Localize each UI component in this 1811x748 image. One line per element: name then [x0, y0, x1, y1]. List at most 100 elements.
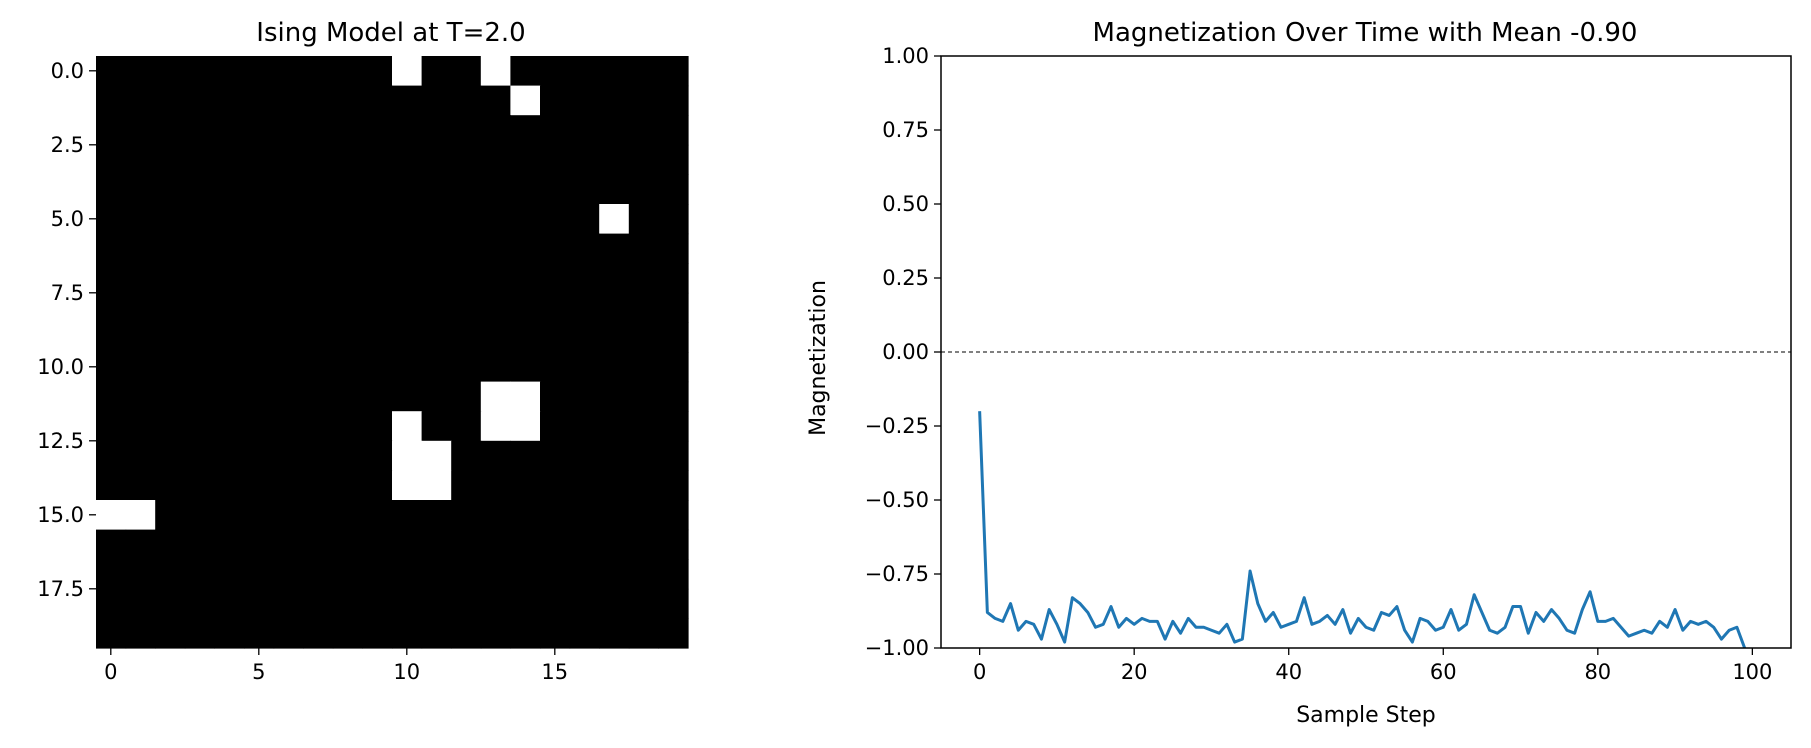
spin-down-cell — [184, 381, 215, 412]
spin-down-cell — [392, 115, 423, 146]
spin-down-cell — [244, 440, 275, 471]
spin-down-cell — [569, 56, 600, 87]
spin-down-cell — [451, 56, 482, 87]
spin-down-cell — [480, 618, 511, 649]
spin-down-cell — [303, 381, 334, 412]
y-tick-label: 1.00 — [882, 44, 929, 68]
spin-down-cell — [451, 440, 482, 471]
lattice-x-axis: 0 5 10 15 — [104, 648, 568, 684]
spin-down-cell — [214, 292, 245, 323]
spin-down-cell — [510, 470, 541, 501]
spin-down-cell — [332, 292, 363, 323]
spin-down-cell — [392, 292, 423, 323]
spin-down-cell — [96, 588, 127, 619]
spin-down-cell — [540, 588, 571, 619]
spin-down-cell — [451, 263, 482, 294]
spin-down-cell — [569, 204, 600, 235]
spin-down-cell — [125, 559, 156, 590]
spin-down-cell — [96, 56, 127, 87]
spin-up-cell — [421, 470, 452, 501]
y-tick-label: 0.0 — [51, 59, 84, 83]
spin-down-cell — [184, 115, 215, 146]
spin-down-cell — [421, 500, 452, 531]
spin-down-cell — [421, 411, 452, 442]
spin-down-cell — [184, 233, 215, 264]
spin-down-cell — [332, 115, 363, 146]
spin-down-cell — [510, 174, 541, 205]
spin-down-cell — [303, 233, 334, 264]
spin-down-cell — [510, 322, 541, 353]
spin-down-cell — [510, 500, 541, 531]
spin-down-cell — [303, 263, 334, 294]
spin-down-cell — [599, 263, 630, 294]
ising-title: Ising Model at T=2.0 — [256, 18, 525, 48]
spin-up-cell — [392, 440, 423, 471]
spin-down-cell — [214, 233, 245, 264]
spin-down-cell — [658, 352, 689, 383]
x-tick-label: 20 — [1121, 660, 1148, 684]
y-tick-label: 17.5 — [37, 577, 84, 601]
spin-down-cell — [451, 115, 482, 146]
spin-down-cell — [125, 144, 156, 175]
spin-down-cell — [184, 174, 215, 205]
spin-down-cell — [392, 174, 423, 205]
spin-down-cell — [184, 85, 215, 116]
spin-down-cell — [480, 292, 511, 323]
spin-down-cell — [392, 588, 423, 619]
spin-down-cell — [214, 56, 245, 87]
spin-down-cell — [96, 144, 127, 175]
spin-down-cell — [184, 411, 215, 442]
spin-down-cell — [628, 233, 659, 264]
y-tick-label: −0.50 — [865, 488, 929, 512]
spin-down-cell — [451, 559, 482, 590]
spin-down-cell — [658, 440, 689, 471]
spin-down-cell — [214, 115, 245, 146]
spin-down-cell — [599, 85, 630, 116]
x-tick-label: 15 — [541, 660, 568, 684]
spin-down-cell — [599, 588, 630, 619]
spin-down-cell — [273, 440, 304, 471]
spin-down-cell — [96, 470, 127, 501]
spin-down-cell — [362, 411, 393, 442]
spin-down-cell — [184, 500, 215, 531]
spin-down-cell — [510, 56, 541, 87]
spin-down-cell — [155, 470, 186, 501]
spin-down-cell — [125, 292, 156, 323]
spin-down-cell — [303, 470, 334, 501]
spin-down-cell — [510, 292, 541, 323]
spin-down-cell — [214, 352, 245, 383]
spin-down-cell — [421, 56, 452, 87]
spin-down-cell — [332, 588, 363, 619]
spin-down-cell — [392, 85, 423, 116]
spin-down-cell — [214, 618, 245, 649]
spin-down-cell — [273, 292, 304, 323]
spin-down-cell — [244, 233, 275, 264]
spin-down-cell — [510, 263, 541, 294]
x-tick-label: 60 — [1430, 660, 1457, 684]
spin-down-cell — [96, 440, 127, 471]
spin-down-cell — [480, 85, 511, 116]
spin-down-cell — [421, 144, 452, 175]
spin-down-cell — [303, 144, 334, 175]
spin-down-cell — [421, 322, 452, 353]
spin-down-cell — [510, 204, 541, 235]
spin-down-cell — [273, 204, 304, 235]
spin-down-cell — [569, 440, 600, 471]
spin-down-cell — [392, 352, 423, 383]
spin-down-cell — [362, 115, 393, 146]
spin-down-cell — [451, 292, 482, 323]
spin-down-cell — [244, 588, 275, 619]
spin-down-cell — [303, 56, 334, 87]
magnetization-panel: Magnetization Over Time with Mean -0.90 … — [806, 18, 1792, 728]
spin-down-cell — [599, 440, 630, 471]
spin-down-cell — [155, 618, 186, 649]
spin-down-cell — [421, 618, 452, 649]
spin-down-cell — [273, 85, 304, 116]
spin-down-cell — [125, 618, 156, 649]
spin-down-cell — [658, 322, 689, 353]
spin-down-cell — [540, 352, 571, 383]
spin-down-cell — [273, 529, 304, 560]
spin-down-cell — [451, 352, 482, 383]
spin-down-cell — [244, 411, 275, 442]
